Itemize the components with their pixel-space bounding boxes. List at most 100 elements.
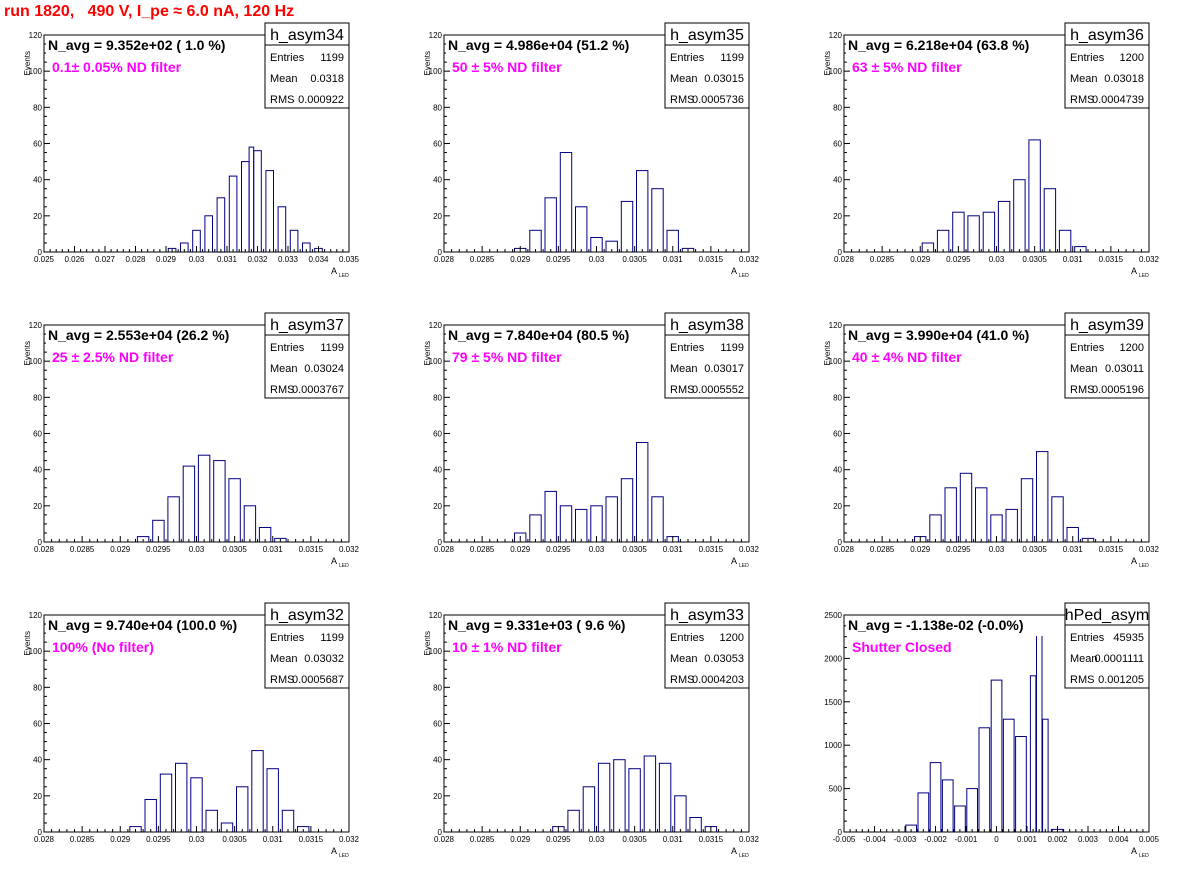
histogram-name: h_asym37 — [270, 317, 344, 334]
stats-label-mean: Mean — [1070, 653, 1098, 665]
histogram-bar — [959, 472, 973, 543]
x-tick-label: 0.03 — [189, 255, 205, 264]
histogram-bar — [197, 454, 211, 543]
y-tick-label: 0 — [438, 538, 443, 547]
stats-label-rms: RMS — [1070, 674, 1094, 686]
y-tick-label: 40 — [833, 176, 842, 185]
x-axis-label-subscript: LED — [739, 563, 749, 569]
stats-box — [264, 312, 350, 399]
histogram-bar — [966, 788, 978, 833]
x-axis-label-subscript: LED — [1139, 563, 1149, 569]
navg-box — [446, 36, 663, 56]
x-tick-label: 0.0295 — [546, 255, 571, 264]
y-tick-label: 100 — [429, 67, 443, 76]
x-tick-label: 0.028 — [834, 545, 855, 554]
histogram-bar — [658, 762, 672, 833]
navg-box — [446, 616, 663, 636]
stats-box — [1064, 312, 1150, 399]
y-tick-label: 80 — [833, 393, 842, 402]
stats-label-mean: Mean — [670, 653, 698, 665]
histogram-bar — [243, 505, 257, 543]
histogram-name: h_asym35 — [670, 27, 744, 44]
histogram-bar — [529, 514, 542, 543]
navg-label: N_avg = -1.138e-02 (-0.0%) — [848, 617, 1023, 633]
y-tick-label: 100 — [429, 647, 443, 656]
histogram-bar — [982, 211, 996, 253]
x-tick-label: 0.032 — [739, 545, 760, 554]
x-tick-label: 0.0295 — [946, 545, 971, 554]
histogram-bar — [936, 229, 950, 253]
x-tick-label: 0.0285 — [870, 255, 895, 264]
histogram-bar — [929, 762, 942, 833]
histogram-bar — [1042, 718, 1049, 833]
histogram-bar — [167, 496, 180, 543]
y-tick-label: 80 — [433, 683, 442, 692]
x-tick-label: 0.0315 — [1099, 545, 1124, 554]
x-tick-label: 0.0315 — [299, 545, 324, 554]
stats-label-entries: Entries — [670, 52, 705, 64]
y-axis-label: Events — [423, 631, 432, 655]
x-tick-label: 0.03 — [989, 545, 1005, 554]
histogram-bar — [144, 799, 157, 833]
y-tick-label: 0 — [838, 828, 843, 837]
stats-label-rms: RMS — [1070, 384, 1094, 396]
histogram-bar — [674, 795, 687, 833]
x-tick-label: 0.032 — [339, 835, 360, 844]
navg-box — [446, 326, 663, 346]
x-axis-label-subscript: LED — [1139, 853, 1149, 859]
histogram-bar — [944, 487, 957, 543]
histogram-bars — [914, 451, 1095, 543]
navg-label: N_avg = 2.553e+04 (26.2 %) — [48, 327, 229, 343]
histogram-bars — [136, 454, 287, 543]
x-tick-label: 0.0315 — [699, 835, 724, 844]
y-tick-label: 100 — [829, 67, 843, 76]
histogram-bar — [597, 762, 611, 833]
x-tick-label: -0.002 — [924, 835, 947, 844]
filter-label: 0.1± 0.05% ND filter — [52, 59, 182, 75]
x-tick-label: 0.028 — [434, 255, 455, 264]
x-tick-label: 0.0315 — [699, 545, 724, 554]
x-axis-label: A — [331, 846, 337, 856]
histogram-bar — [1015, 736, 1027, 833]
x-tick-label: 0.031 — [217, 255, 238, 264]
stats-box — [264, 602, 350, 689]
histogram-bar — [620, 200, 634, 253]
x-tick-label: 0.0295 — [146, 835, 171, 844]
x-axis-label: A — [731, 846, 737, 856]
y-tick-label: 60 — [33, 140, 42, 149]
y-tick-label: 120 — [429, 611, 443, 620]
y-tick-label: 80 — [33, 103, 42, 112]
histogram-bars — [552, 755, 718, 833]
x-tick-label: 0.03 — [589, 255, 605, 264]
x-tick-label: 0.029 — [110, 835, 131, 844]
x-tick-label: 0.0305 — [622, 255, 647, 264]
stats-value-rms: 0.0003767 — [292, 384, 344, 396]
y-tick-label: 0 — [838, 538, 843, 547]
histogram-bar — [582, 786, 596, 833]
x-tick-label: 0.0315 — [699, 255, 724, 264]
histogram-bar — [1002, 718, 1015, 833]
x-tick-label: 0.004 — [1108, 835, 1129, 844]
x-tick-label: 0.032 — [1139, 545, 1160, 554]
histogram-bar — [213, 460, 226, 543]
navg-label: N_avg = 7.840e+04 (80.5 %) — [448, 327, 629, 343]
histogram-bar — [643, 755, 657, 833]
x-tick-label: 0.0285 — [70, 835, 95, 844]
histogram-bar — [651, 188, 664, 253]
histogram-bar — [575, 206, 588, 253]
histogram-panel-h_asym38: 0.028 0.0285 0.029 0.0295 0.03 0.0305 0.031 0.0… — [423, 312, 760, 569]
histogram-bar — [997, 200, 1011, 253]
histogram-panel-h_asym39: 0.028 0.0285 0.029 0.0295 0.03 0.0305 0.031 0.0… — [823, 312, 1160, 569]
x-tick-label: 0.032 — [247, 255, 268, 264]
stats-label-mean: Mean — [270, 73, 298, 85]
y-tick-label: 20 — [33, 502, 42, 511]
y-tick-label: 20 — [833, 502, 842, 511]
histogram-bar — [228, 175, 238, 253]
stats-label-entries: Entries — [670, 632, 705, 644]
y-tick-label: 80 — [833, 103, 842, 112]
histogram-name: h_asym36 — [1070, 27, 1144, 44]
filter-label: 63 ± 5% ND filter — [852, 59, 962, 75]
stats-value-entries: 1200 — [1120, 342, 1144, 354]
histogram-bar — [575, 508, 588, 543]
